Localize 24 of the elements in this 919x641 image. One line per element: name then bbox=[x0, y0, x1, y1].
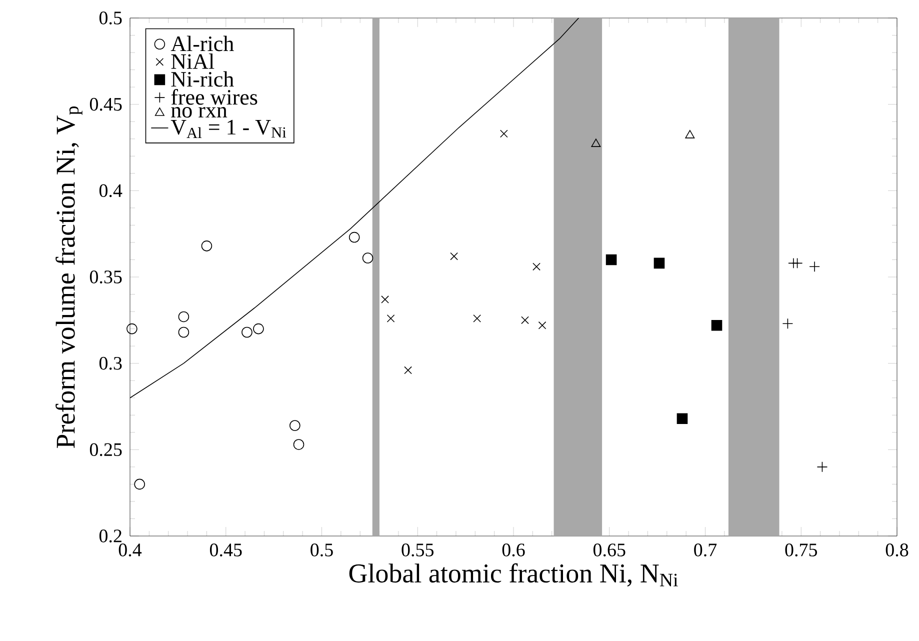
x-tick-label: 0.5 bbox=[310, 544, 333, 556]
x-tick-label: 0.4 bbox=[118, 544, 142, 556]
x-tick-label: 0.55 bbox=[402, 544, 434, 556]
y-tick-label: 0.5 bbox=[99, 12, 122, 24]
legend-label: no rxn bbox=[171, 107, 228, 118]
y-tick-label: 0.35 bbox=[90, 270, 122, 284]
y-tick-label: 0.2 bbox=[99, 530, 122, 542]
x-tick-label: 0.75 bbox=[785, 544, 818, 556]
y-tick-label: 0.45 bbox=[90, 98, 122, 111]
legend-label: free wires bbox=[171, 89, 258, 105]
x-tick-label: 0.8 bbox=[886, 544, 908, 556]
x-axis-title: Global atomic fraction Ni, N$_{Ni}$ bbox=[349, 563, 678, 586]
legend-label: V$_{Al}$ = 1 - V$_{Ni}$ bbox=[170, 120, 286, 138]
y-tick-label: 0.25 bbox=[90, 443, 122, 456]
legend-label: Ni-rich bbox=[171, 71, 234, 87]
x-tick-label: 0.7 bbox=[694, 544, 717, 556]
legend-label: NiAl bbox=[171, 54, 214, 69]
legend-label: Al-rich bbox=[170, 36, 234, 52]
x-tick-label: 0.45 bbox=[210, 544, 242, 556]
x-tick-label: 0.65 bbox=[593, 544, 626, 556]
y-axis-title: Preform volume fraction Ni, V$_{p}$ bbox=[56, 106, 82, 448]
x-tick-label: 0.6 bbox=[502, 544, 525, 556]
y-tick-label: 0.4 bbox=[99, 184, 122, 198]
y-tick-label: 0.3 bbox=[99, 356, 122, 370]
